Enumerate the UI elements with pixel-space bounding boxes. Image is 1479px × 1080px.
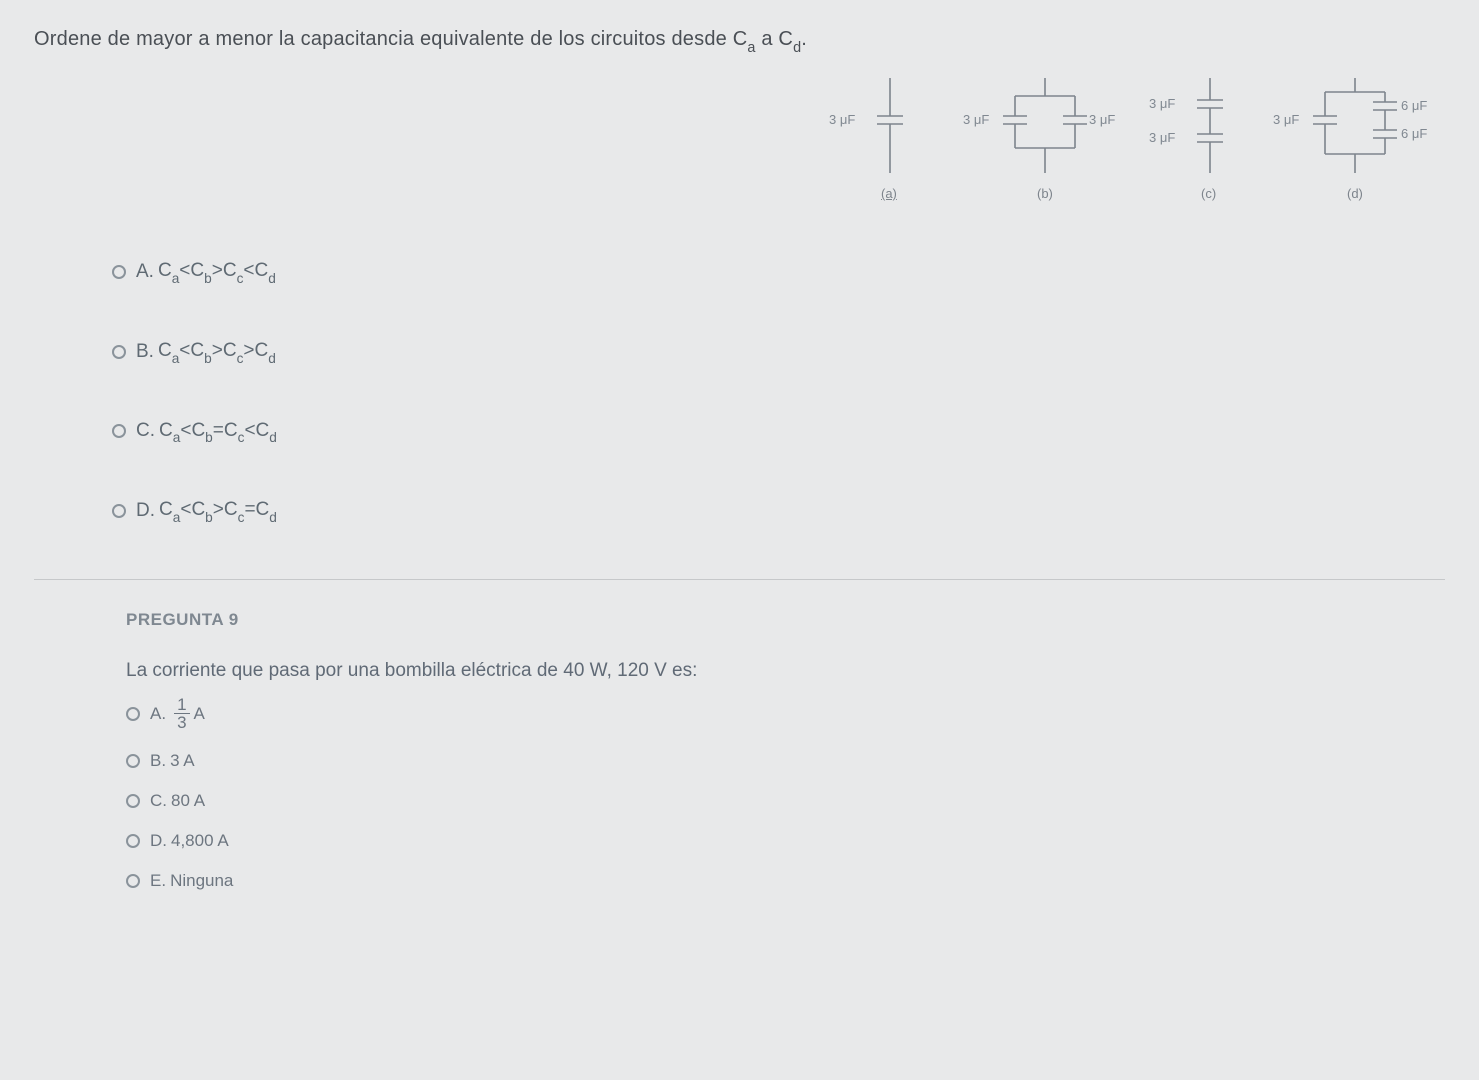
option-expression: Ca<Cb=Cc<Cd <box>159 420 277 444</box>
circuit-figures: 3 μF (a) 3 μF 3 μF (b) <box>855 78 1465 218</box>
option-text: 3 A <box>170 751 195 771</box>
option-letter: D. <box>150 831 167 851</box>
fig-d-label: (d) <box>1347 186 1363 201</box>
radio-icon[interactable] <box>112 265 126 279</box>
radio-icon[interactable] <box>126 707 140 721</box>
fig-a-label: (a) <box>881 186 897 201</box>
fig-b-label: (b) <box>1037 186 1053 201</box>
option-text: Ninguna <box>170 871 233 891</box>
q9-option-d[interactable]: D.4,800 A <box>126 831 1445 851</box>
option-letter: A. <box>150 704 166 724</box>
q9-option-e[interactable]: E.Ninguna <box>126 871 1445 891</box>
option-expression: Ca<Cb>Cc=Cd <box>159 499 277 523</box>
q9-title: PREGUNTA 9 <box>126 610 1445 630</box>
q-mid: a C <box>756 28 793 50</box>
q-suffix: . <box>801 28 807 50</box>
fig-c-label: (c) <box>1201 186 1216 201</box>
radio-icon[interactable] <box>126 754 140 768</box>
figure-d: 3 μF 6 μF 6 μF (d) <box>1295 78 1425 183</box>
circuit-b-svg <box>985 78 1105 178</box>
q9-option-b[interactable]: B.3 A <box>126 751 1445 771</box>
fig-c-cap2: 3 μF <box>1149 130 1175 145</box>
option-letter: C. <box>150 791 167 811</box>
option-letter: B. <box>136 341 154 363</box>
radio-icon[interactable] <box>126 874 140 888</box>
q8-option-d[interactable]: D.Ca<Cb>Cc=Cd <box>112 499 1445 523</box>
option-letter: E. <box>150 871 166 891</box>
figure-b: 3 μF 3 μF (b) <box>985 78 1105 183</box>
q9-text: La corriente que pasa por una bombilla e… <box>126 660 1445 682</box>
q8-option-b[interactable]: B.Ca<Cb>Cc>Cd <box>112 340 1445 364</box>
option-text: 4,800 A <box>171 831 229 851</box>
q-sub1: a <box>747 40 755 56</box>
q8-option-c[interactable]: C.Ca<Cb=Cc<Cd <box>112 420 1445 444</box>
radio-icon[interactable] <box>112 504 126 518</box>
option-suffix: A <box>194 704 205 724</box>
radio-icon[interactable] <box>126 834 140 848</box>
q-prefix: Ordene de mayor a menor la capacitancia … <box>34 28 747 50</box>
radio-icon[interactable] <box>112 424 126 438</box>
fraction: 13 <box>174 696 189 731</box>
option-expression: Ca<Cb>Cc<Cd <box>158 260 276 284</box>
option-letter: A. <box>136 261 154 283</box>
option-letter: C. <box>136 420 155 442</box>
option-expression: Ca<Cb>Cc>Cd <box>158 340 276 364</box>
fig-b-cap2: 3 μF <box>1089 112 1115 127</box>
q9-options: A.13AB.3 AC.80 AD.4,800 AE.Ninguna <box>126 696 1445 891</box>
option-letter: D. <box>136 500 155 522</box>
q9-option-a[interactable]: A. 13A <box>126 696 1445 731</box>
fig-a-cap1: 3 μF <box>829 112 855 127</box>
radio-icon[interactable] <box>126 794 140 808</box>
q8-options: A.Ca<Cb>Cc<Cd B.Ca<Cb>Cc>Cd C.Ca<Cb=Cc<Cd D… <box>34 260 1445 523</box>
option-letter: B. <box>150 751 166 771</box>
fig-d-cap2: 6 μF <box>1401 98 1427 113</box>
figure-c: 3 μF 3 μF (c) <box>1175 78 1245 183</box>
circuit-a-svg <box>855 78 925 178</box>
fig-b-cap1: 3 μF <box>963 112 989 127</box>
option-text: 80 A <box>171 791 205 811</box>
fig-d-cap3: 6 μF <box>1401 126 1427 141</box>
figure-a: 3 μF (a) <box>855 78 925 183</box>
circuit-c-svg <box>1175 78 1245 178</box>
fig-c-cap1: 3 μF <box>1149 96 1175 111</box>
question-text: Ordene de mayor a menor la capacitancia … <box>34 28 1445 54</box>
q8-option-a[interactable]: A.Ca<Cb>Cc<Cd <box>112 260 1445 284</box>
question-9: PREGUNTA 9 La corriente que pasa por una… <box>34 580 1445 891</box>
radio-icon[interactable] <box>112 345 126 359</box>
q-sub2: d <box>793 40 801 56</box>
q9-option-c[interactable]: C.80 A <box>126 791 1445 811</box>
fig-d-cap1: 3 μF <box>1273 112 1299 127</box>
